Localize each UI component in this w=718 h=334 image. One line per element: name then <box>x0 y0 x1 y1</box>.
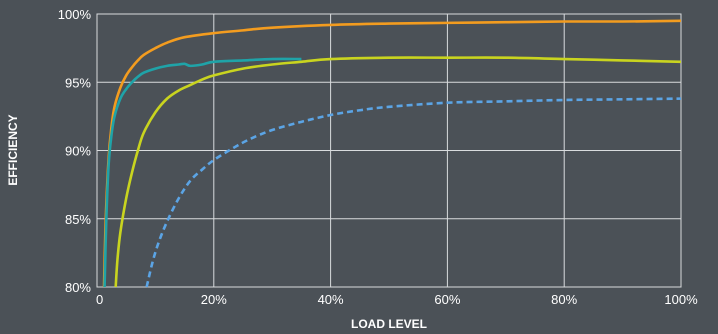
series-group <box>102 19 682 288</box>
x-tick-label: 80% <box>551 292 577 307</box>
x-tick-label: 40% <box>318 292 344 307</box>
y-tick-label: 85% <box>65 212 91 227</box>
grid <box>96 13 682 288</box>
x-tick-label: 100% <box>664 292 698 307</box>
x-axis-title: LOAD LEVEL <box>351 317 427 331</box>
x-tick-label: 60% <box>434 292 460 307</box>
series-line-4 <box>145 97 682 288</box>
y-tick-label: 95% <box>65 75 91 90</box>
x-axis-ticks: 0 20% 40% 60% 80% 100% <box>96 292 698 307</box>
y-axis-title: EFFICIENCY <box>6 114 20 185</box>
y-axis-ticks: 80% 85% 90% 95% 100% <box>58 7 92 295</box>
series-line-1 <box>102 19 682 288</box>
y-tick-label: 80% <box>65 280 91 295</box>
y-tick-label: 90% <box>65 144 91 159</box>
x-tick-label: 0 <box>96 292 103 307</box>
y-tick-label: 100% <box>58 7 92 22</box>
series-line-3 <box>114 56 682 288</box>
x-tick-label: 20% <box>201 292 227 307</box>
series-line-2 <box>103 57 302 288</box>
